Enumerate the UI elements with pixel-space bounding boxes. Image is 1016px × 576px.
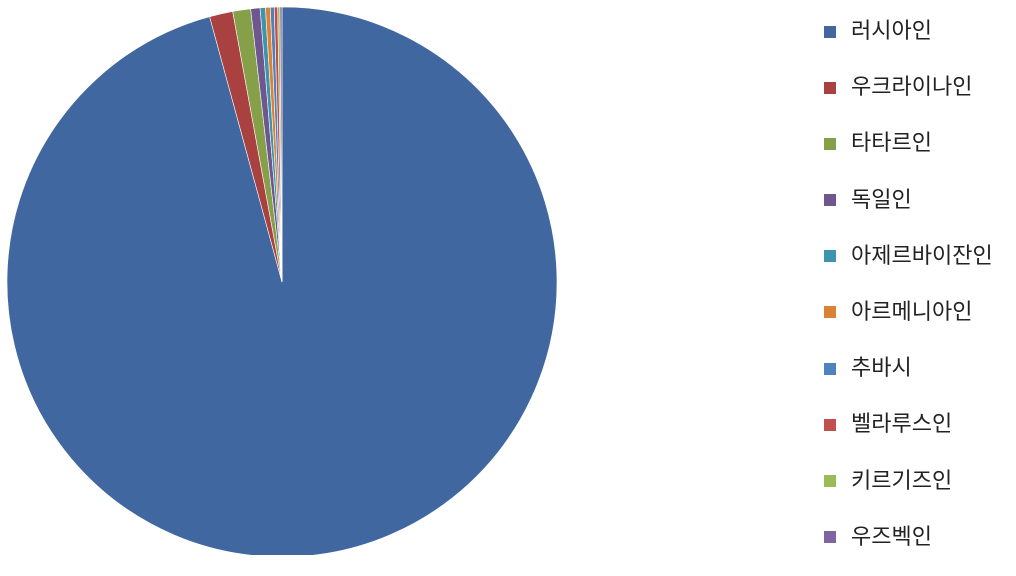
legend-swatch bbox=[824, 531, 836, 544]
legend-swatch bbox=[824, 137, 836, 150]
legend-item: 벨라루스인 bbox=[824, 407, 1014, 442]
legend-item: 아제르바이잔인 bbox=[824, 239, 1014, 274]
legend-swatch bbox=[824, 418, 836, 431]
legend-swatch bbox=[824, 306, 836, 319]
legend-label: 아제르바이잔인 bbox=[851, 243, 993, 269]
legend-label: 우즈벡인 bbox=[851, 524, 932, 550]
legend-item: 독일인 bbox=[824, 183, 1014, 218]
legend-swatch bbox=[824, 194, 836, 207]
legend-swatch bbox=[824, 362, 836, 375]
pie-slice-10 bbox=[279, 6, 283, 283]
legend-label: 우크라이나인 bbox=[851, 75, 973, 101]
legend-label: 아르메니아인 bbox=[851, 299, 973, 325]
legend-item: 아르메니아인 bbox=[824, 295, 1014, 330]
legend-swatch bbox=[824, 250, 836, 263]
legend-label: 키르기즈인 bbox=[851, 468, 953, 494]
legend-item: 키르기즈인 bbox=[824, 464, 1014, 499]
pie-chart bbox=[6, 6, 558, 555]
legend-swatch bbox=[824, 81, 836, 94]
legend-label: 러시아인 bbox=[851, 19, 932, 44]
legend-swatch bbox=[824, 25, 836, 38]
legend-label: 추바시 bbox=[851, 356, 912, 382]
legend-swatch bbox=[824, 475, 836, 487]
legend-item: 러시아인 bbox=[824, 14, 1014, 49]
legend-item: 우크라이나인 bbox=[824, 70, 1014, 105]
legend-label: 타타르인 bbox=[851, 131, 932, 157]
legend-label: 독일인 bbox=[851, 187, 912, 213]
legend-item: 타타르인 bbox=[824, 126, 1014, 161]
legend-label: 벨라루스인 bbox=[851, 412, 953, 438]
legend-item: 추바시 bbox=[824, 351, 1014, 386]
pie-slices bbox=[6, 6, 558, 555]
legend-item: 우즈벡인 bbox=[824, 520, 1014, 555]
